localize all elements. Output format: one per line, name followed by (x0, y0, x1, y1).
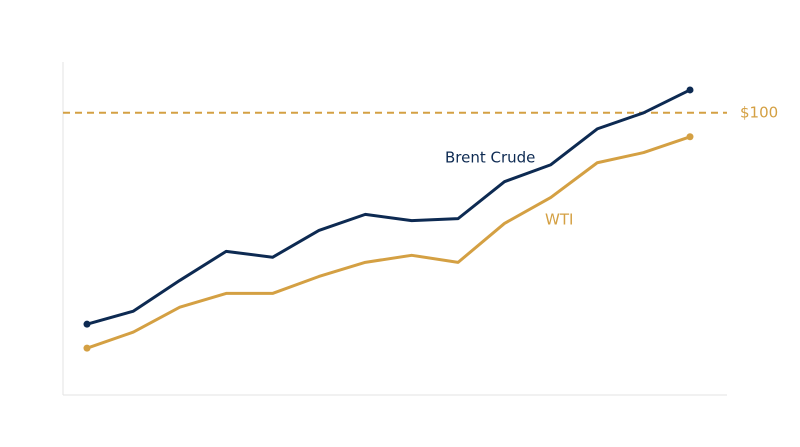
series-line (86, 135, 691, 350)
end-point (83, 320, 91, 328)
end-point (686, 133, 694, 141)
series-label: Brent Crude (445, 149, 535, 167)
end-point (686, 86, 694, 94)
series-line (86, 88, 691, 326)
reference-label: $100 (740, 103, 778, 121)
end-point (83, 344, 91, 352)
series-label: WTI (545, 211, 573, 229)
